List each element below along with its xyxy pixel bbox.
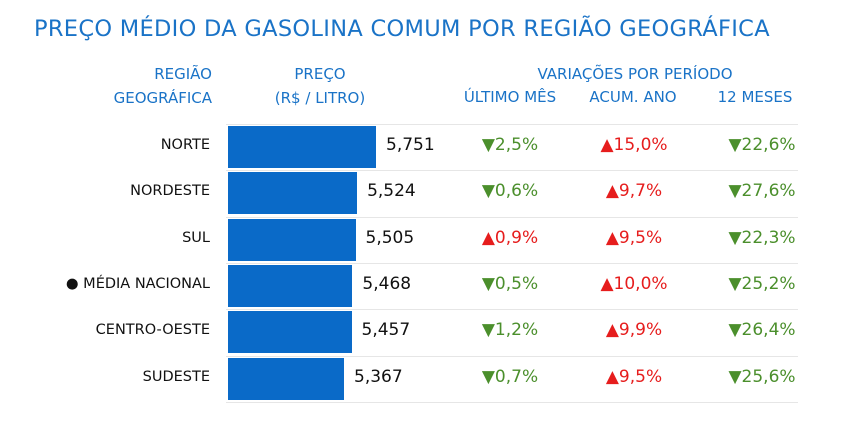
header-region: REGIÃO GEOGRÁFICA bbox=[60, 62, 212, 110]
chart-title: PREÇO MÉDIO DA GASOLINA COMUM POR REGIÃO… bbox=[34, 16, 770, 42]
12-month-change: ▼27,6% bbox=[728, 181, 796, 202]
region-label: SUDESTE bbox=[142, 368, 210, 385]
row-divider bbox=[226, 124, 798, 125]
year-to-date-change: ▲9,5% bbox=[605, 227, 663, 248]
price-bar bbox=[228, 126, 376, 169]
12-month-change: ▼25,6% bbox=[728, 366, 796, 387]
price-bar bbox=[228, 311, 352, 354]
region-label: NORTE bbox=[160, 137, 210, 154]
last-month-change: ▼1,2% bbox=[481, 320, 539, 341]
header-year-to-date: ACUM. ANO bbox=[589, 88, 677, 106]
price-bar bbox=[228, 172, 358, 215]
12-month-change: ▼25,2% bbox=[728, 274, 796, 295]
header-last-month: ÚLTIMO MÊS bbox=[463, 88, 557, 106]
row-divider bbox=[226, 262, 798, 264]
region-label: ● MÉDIA NACIONAL bbox=[65, 276, 210, 293]
header-region-line1: REGIÃO bbox=[154, 65, 212, 83]
year-to-date-change: ▲10,0% bbox=[600, 274, 668, 295]
header-price-line1: PREÇO bbox=[294, 65, 346, 83]
last-month-change: ▼0,5% bbox=[481, 274, 539, 295]
header-region-line2: GEOGRÁFICA bbox=[113, 89, 212, 107]
price-label: 5,751 bbox=[386, 135, 435, 156]
row-divider bbox=[226, 170, 798, 172]
header-12-months: 12 MESES bbox=[717, 88, 793, 106]
header-price-line2: (R$ / LITRO) bbox=[274, 89, 366, 107]
row-divider bbox=[226, 401, 798, 403]
12-month-change: ▼26,4% bbox=[728, 320, 796, 341]
region-label: CENTRO-OESTE bbox=[95, 322, 210, 339]
price-label: 5,457 bbox=[361, 320, 411, 341]
header-variations: VARIAÇÕES POR PERÍODO bbox=[537, 65, 733, 83]
year-to-date-change: ▲9,5% bbox=[605, 366, 663, 387]
region-label: SUL bbox=[182, 229, 210, 246]
12-month-change: ▼22,6% bbox=[728, 135, 796, 156]
price-label: 5,367 bbox=[354, 366, 403, 387]
row-divider bbox=[226, 216, 798, 218]
year-to-date-change: ▲9,7% bbox=[605, 181, 663, 202]
price-label: 5,524 bbox=[367, 181, 416, 202]
last-month-change: ▼2,5% bbox=[481, 135, 539, 156]
last-month-change: ▼0,6% bbox=[481, 181, 539, 202]
price-bar bbox=[228, 265, 353, 308]
12-month-change: ▼22,3% bbox=[728, 227, 796, 248]
header-price: PREÇO (R$ / LITRO) bbox=[250, 62, 390, 110]
row-divider bbox=[226, 309, 798, 311]
price-bar bbox=[228, 218, 356, 261]
year-to-date-change: ▲15,0% bbox=[600, 135, 668, 156]
price-bar bbox=[228, 357, 344, 400]
last-month-change: ▲0,9% bbox=[481, 227, 539, 248]
price-label: 5,468 bbox=[362, 274, 412, 295]
year-to-date-change: ▲9,9% bbox=[605, 320, 663, 341]
region-label: NORDESTE bbox=[130, 183, 210, 200]
price-label: 5,505 bbox=[365, 227, 415, 248]
last-month-change: ▼0,7% bbox=[481, 366, 539, 387]
row-divider bbox=[226, 355, 798, 357]
